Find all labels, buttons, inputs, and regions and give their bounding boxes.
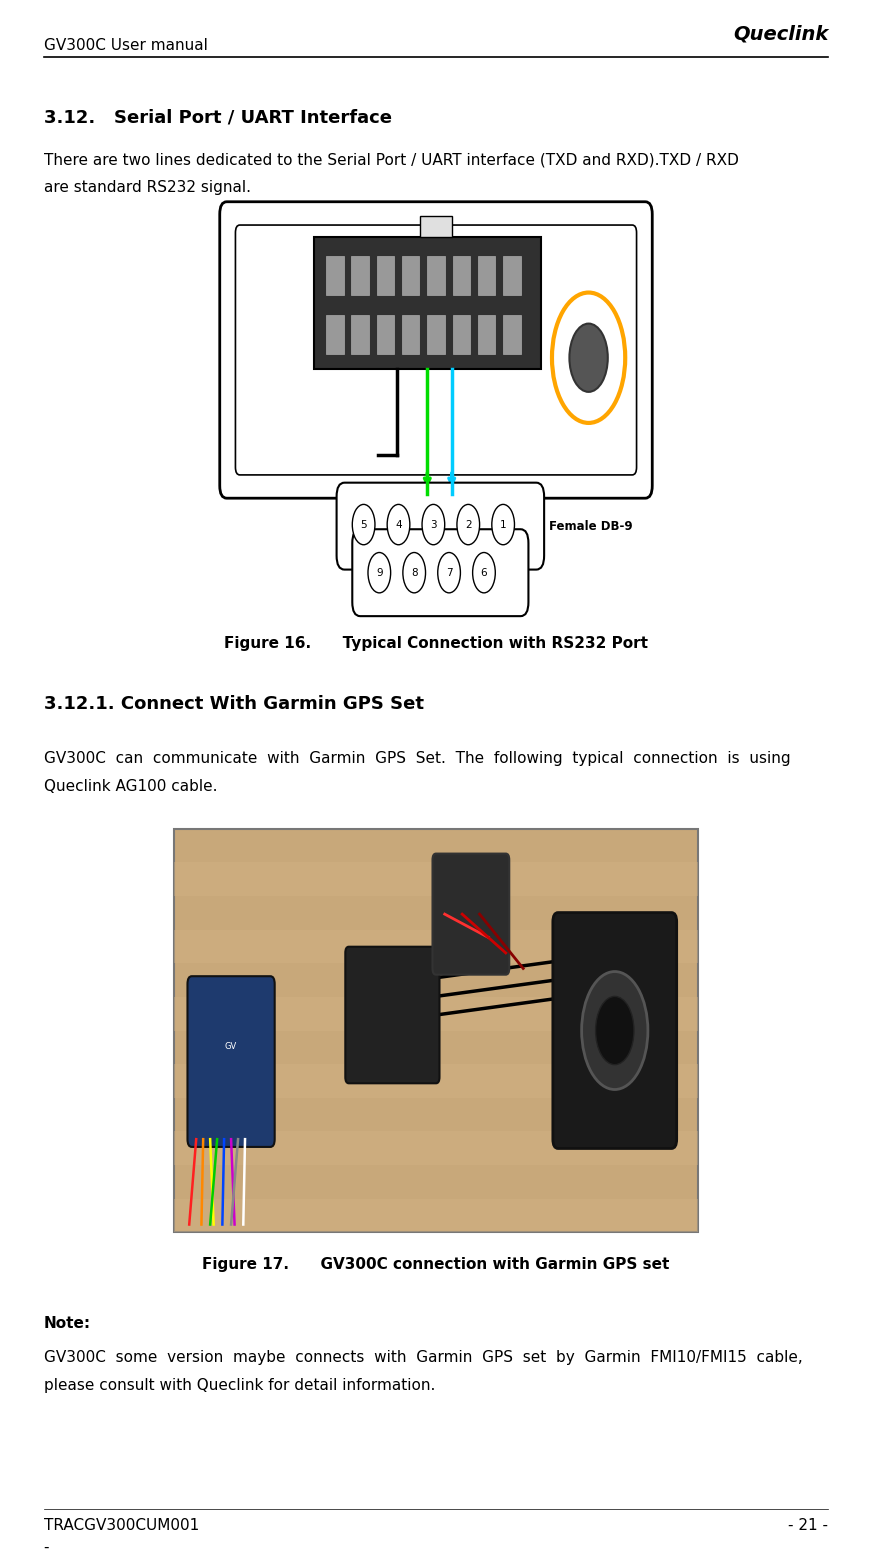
Bar (174, 1065, 698, 1097)
Text: 2: 2 (465, 520, 472, 529)
FancyBboxPatch shape (337, 483, 544, 570)
Text: 8: 8 (411, 568, 418, 577)
Text: GV: GV (225, 1041, 237, 1051)
Circle shape (582, 972, 648, 1090)
Circle shape (596, 996, 634, 1065)
Bar (174, 1131, 698, 1166)
Text: -: - (44, 1540, 49, 1552)
Bar (174, 1198, 698, 1232)
Bar (351, 315, 369, 354)
Bar (377, 256, 394, 295)
Bar (427, 256, 445, 295)
Text: 3.12.   Serial Port / UART Interface: 3.12. Serial Port / UART Interface (44, 109, 392, 127)
Bar (351, 256, 369, 295)
Bar (174, 863, 698, 896)
Text: 1: 1 (500, 520, 507, 529)
Circle shape (352, 504, 375, 545)
Circle shape (368, 553, 391, 593)
Text: GV300C  some  version  maybe  connects  with  Garmin  GPS  set  by  Garmin  FMI1: GV300C some version maybe connects with … (44, 1350, 802, 1366)
Circle shape (457, 504, 480, 545)
Circle shape (422, 504, 445, 545)
Text: 3: 3 (430, 520, 437, 529)
Bar (326, 315, 344, 354)
Circle shape (473, 553, 495, 593)
FancyBboxPatch shape (352, 529, 528, 616)
Text: 7: 7 (446, 568, 453, 577)
Text: GV300C  can  communicate  with  Garmin  GPS  Set.  The  following  typical  conn: GV300C can communicate with Garmin GPS S… (44, 751, 790, 767)
Text: Queclink AG100 cable.: Queclink AG100 cable. (44, 779, 217, 795)
Text: please consult with Queclink for detail information.: please consult with Queclink for detail … (44, 1378, 435, 1394)
Circle shape (438, 553, 460, 593)
Text: 5: 5 (360, 520, 367, 529)
Bar (478, 256, 495, 295)
Circle shape (552, 293, 625, 424)
Text: Note:: Note: (44, 1316, 91, 1332)
Text: are standard RS232 signal.: are standard RS232 signal. (44, 180, 250, 196)
Text: Figure 17.      GV300C connection with Garmin GPS set: Figure 17. GV300C connection with Garmin… (202, 1257, 670, 1273)
FancyBboxPatch shape (220, 202, 652, 498)
Text: Female DB-9: Female DB-9 (549, 520, 633, 532)
FancyBboxPatch shape (187, 976, 275, 1147)
FancyBboxPatch shape (235, 225, 637, 475)
Text: - 21 -: - 21 - (788, 1518, 828, 1533)
Text: 9: 9 (376, 568, 383, 577)
Bar (377, 315, 394, 354)
Text: TRACGV300CUM001: TRACGV300CUM001 (44, 1518, 199, 1533)
Bar (174, 996, 698, 1031)
Bar (314, 237, 541, 369)
Text: 3.12.1. Connect With Garmin GPS Set: 3.12.1. Connect With Garmin GPS Set (44, 695, 424, 714)
Bar (427, 315, 445, 354)
Bar (453, 315, 470, 354)
Bar (420, 216, 452, 237)
Bar (453, 256, 470, 295)
Bar (402, 315, 419, 354)
Bar (503, 315, 521, 354)
Bar (503, 256, 521, 295)
Text: 4: 4 (395, 520, 402, 529)
Bar (174, 829, 698, 1232)
Bar (402, 256, 419, 295)
Text: Figure 16.      Typical Connection with RS232 Port: Figure 16. Typical Connection with RS232… (224, 636, 648, 652)
Text: 6: 6 (480, 568, 487, 577)
Bar (326, 256, 344, 295)
Text: There are two lines dedicated to the Serial Port / UART interface (TXD and RXD).: There are two lines dedicated to the Ser… (44, 152, 739, 168)
Bar (174, 930, 698, 964)
Circle shape (569, 324, 608, 393)
Text: GV300C User manual: GV300C User manual (44, 37, 208, 53)
Bar (478, 315, 495, 354)
Text: Queclink: Queclink (733, 25, 828, 43)
Circle shape (387, 504, 410, 545)
FancyBboxPatch shape (553, 913, 677, 1148)
FancyBboxPatch shape (433, 854, 509, 975)
Circle shape (492, 504, 514, 545)
Circle shape (403, 553, 426, 593)
FancyBboxPatch shape (345, 947, 439, 1083)
